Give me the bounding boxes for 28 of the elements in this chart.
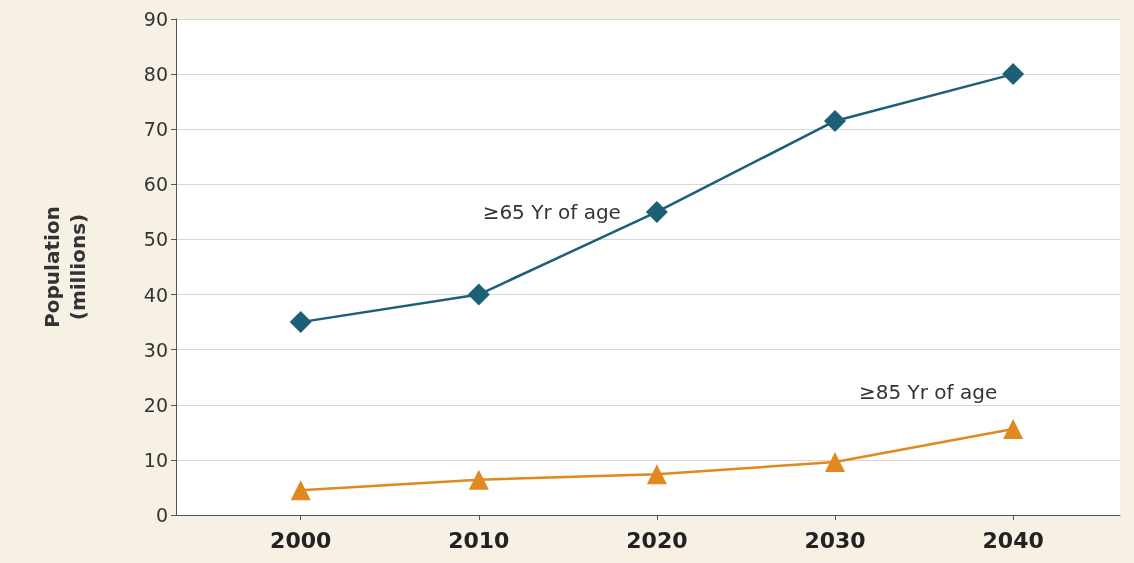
point [467, 283, 490, 306]
point [1003, 419, 1024, 440]
point [824, 109, 847, 132]
x-tick-label: 2030 [804, 527, 866, 553]
series-label: ≥65 Yr of age [482, 199, 621, 224]
x-tick-label: 2020 [626, 527, 688, 553]
x-tick-label: 2010 [448, 527, 510, 553]
y-tick-label: 0 [155, 504, 168, 526]
point [646, 464, 667, 485]
y-tick-label: 70 [143, 118, 168, 141]
y-tick-label: 40 [143, 283, 168, 306]
point [468, 469, 489, 490]
point [645, 200, 668, 223]
x-tick-label: 2040 [982, 527, 1044, 553]
point [290, 480, 311, 501]
y-tick-label: 80 [143, 63, 168, 86]
x-tick-label: 2000 [270, 527, 332, 553]
y-axis-title: Population (millions) [40, 206, 90, 328]
y-tick-label: 60 [143, 173, 168, 196]
point [1002, 63, 1025, 86]
point [825, 452, 846, 473]
y-tick-label: 50 [143, 228, 168, 251]
point [289, 311, 312, 334]
y-tick-label: 10 [143, 448, 168, 471]
y-tick-label: 20 [143, 393, 168, 416]
y-tick-label: 30 [143, 338, 168, 361]
y-tick-label: 90 [143, 8, 168, 30]
series-label: ≥85 Yr of age [859, 380, 998, 405]
